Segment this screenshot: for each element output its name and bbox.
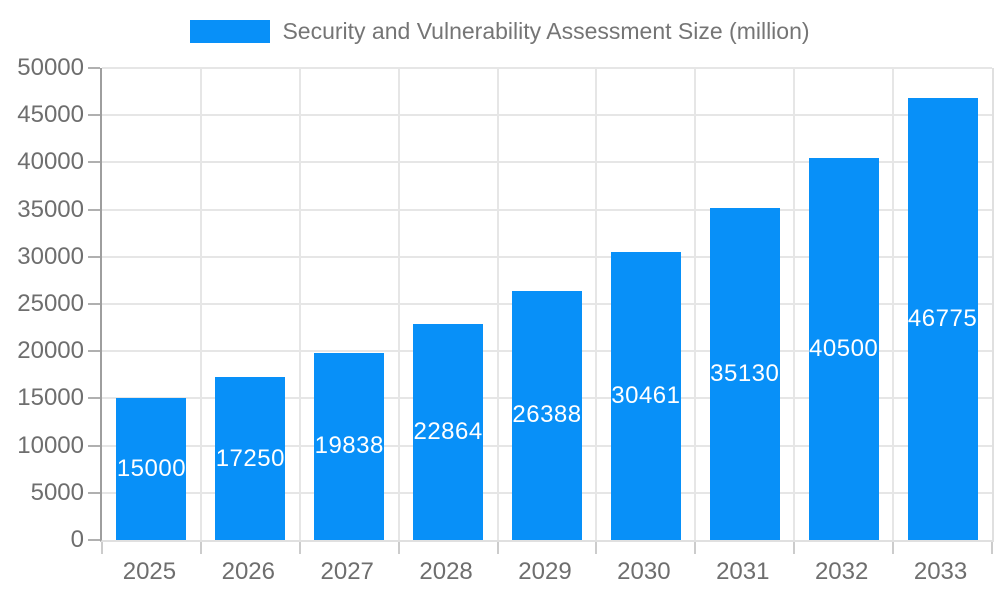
x-axis-tick-label: 2033	[913, 558, 968, 585]
x-axis-tick	[397, 542, 400, 554]
y-axis-tick	[88, 208, 100, 211]
x-axis-tick-label: 2028	[419, 558, 473, 585]
y-gridline	[102, 67, 992, 69]
bar-value-label: 30461	[611, 382, 681, 410]
bar-2029[interactable]: 26388	[512, 290, 582, 540]
y-gridline	[102, 255, 992, 258]
y-axis-tick	[88, 350, 100, 353]
x-gridline	[892, 68, 895, 540]
y-axis-tick-label: 25000	[17, 290, 84, 317]
bar-value-label: 15000	[116, 455, 187, 483]
bar-value-label: 22864	[413, 418, 483, 446]
y-axis-tick-label: 20000	[17, 337, 84, 365]
y-axis-tick	[88, 397, 100, 400]
y-axis-tick	[88, 303, 100, 305]
x-gridline	[397, 68, 400, 540]
x-axis-tick-label: 2027	[320, 558, 374, 585]
bar-2025[interactable]: 15000	[116, 398, 187, 540]
x-axis-tick-label: 2032	[814, 558, 869, 585]
bar-value-label: 40500	[809, 334, 879, 362]
x-axis-tick-label: 2029	[518, 558, 572, 585]
x-gridline	[793, 68, 796, 540]
bar-2031[interactable]: 35130	[709, 208, 780, 540]
y-axis-tick-label: 10000	[17, 431, 84, 459]
bar-2030[interactable]: 30461	[610, 252, 681, 540]
x-gridline	[694, 68, 697, 540]
plot-area: 15000 17250 19838 22864 26388 30461 35130 40500…	[88, 67, 994, 554]
x-gridline	[496, 68, 499, 540]
x-axis-tick	[595, 542, 598, 554]
chart-legend[interactable]: Security and Vulnerability Assessment Si…	[0, 18, 1000, 45]
bar-value-label: 17250	[215, 444, 285, 472]
bar-2032[interactable]: 40500	[808, 157, 879, 540]
y-axis-tick-label: 30000	[17, 242, 84, 270]
y-axis-tick	[88, 114, 100, 117]
x-axis-tick	[694, 542, 697, 554]
y-axis-tick-label: 15000	[17, 384, 84, 412]
x-axis-tick	[892, 542, 895, 554]
x-gridline	[595, 68, 598, 540]
y-gridline	[102, 161, 992, 164]
x-axis-tick	[199, 542, 202, 554]
y-axis-tick-label: 0	[70, 526, 84, 553]
x-axis-tick-label: 2025	[122, 558, 177, 585]
y-axis-tick	[88, 539, 100, 541]
legend-label: Security and Vulnerability Assessment Si…	[282, 18, 810, 44]
y-axis-tick-label: 5000	[30, 478, 84, 506]
bar-value-label: 46775	[907, 305, 978, 333]
bar-2027[interactable]: 19838	[314, 352, 385, 540]
y-axis-tick-label: 35000	[17, 195, 84, 223]
y-gridline	[102, 114, 992, 117]
y-axis-tick-label: 50000	[17, 54, 84, 81]
x-gridline	[298, 68, 301, 540]
bar-2028[interactable]: 22864	[413, 324, 484, 540]
x-axis-tick-label: 2030	[617, 558, 671, 585]
y-axis-tick	[88, 491, 100, 494]
x-gridline	[199, 68, 202, 540]
y-axis-tick	[88, 67, 100, 69]
bar-value-label: 35130	[710, 360, 780, 388]
x-axis-tick-label: 2026	[221, 558, 275, 585]
x-axis-tick	[101, 542, 103, 554]
x-axis-tick	[496, 542, 499, 554]
x-axis-tick	[793, 542, 796, 554]
y-axis-tick-label: 40000	[17, 148, 84, 176]
bar-value-label: 26388	[512, 401, 582, 429]
x-axis-tick	[991, 542, 993, 554]
y-axis-tick	[88, 444, 100, 447]
y-gridline	[102, 208, 992, 211]
legend-swatch-icon	[190, 20, 271, 43]
y-axis-tick	[88, 255, 100, 258]
y-axis-tick	[88, 161, 100, 164]
bar-2033[interactable]: 46775	[907, 98, 978, 540]
bar-2026[interactable]: 17250	[215, 377, 286, 540]
bar-value-label: 19838	[314, 432, 384, 460]
x-axis-tick-label: 2031	[716, 558, 770, 585]
y-axis-tick-label: 45000	[17, 101, 84, 129]
x-axis-tick	[298, 542, 301, 554]
